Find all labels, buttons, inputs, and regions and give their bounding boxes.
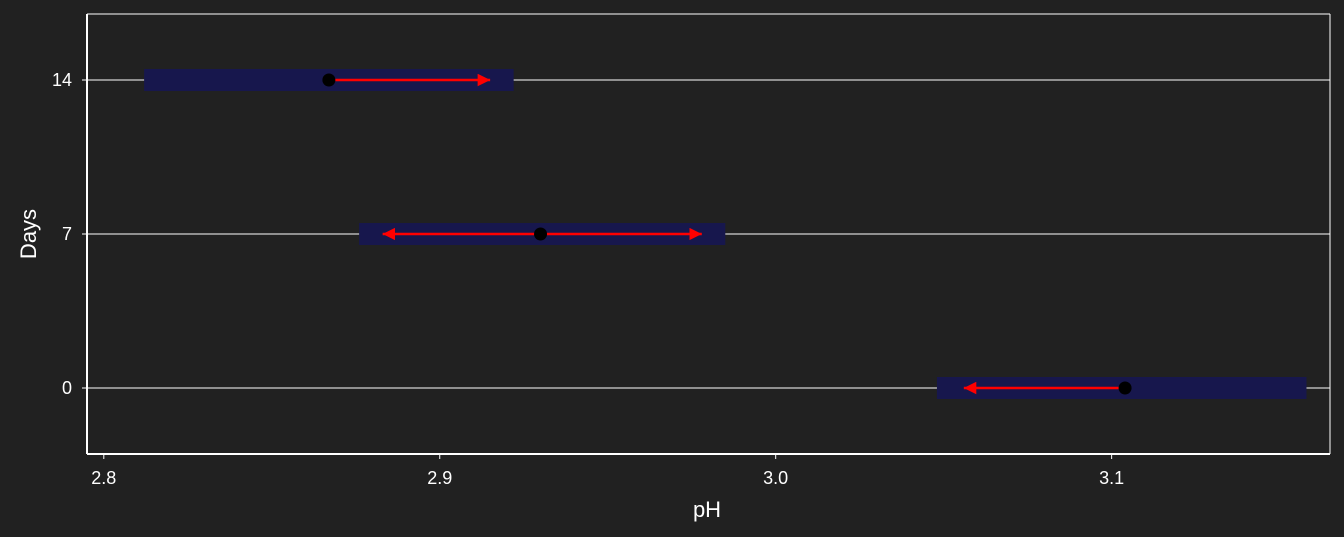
x-tick-label-2.8: 2.8 [91, 468, 116, 488]
point-day-14 [322, 73, 336, 87]
point-day-7 [534, 227, 548, 241]
x-tick-label-2.9: 2.9 [427, 468, 452, 488]
y-axis-label: Days [16, 209, 41, 259]
x-axis-label: pH [693, 497, 721, 522]
x-axis-ticks: 2.8 2.9 3.0 3.1 [91, 454, 1124, 488]
arrows [328, 73, 1126, 395]
x-tick-label-3.0: 3.0 [763, 468, 788, 488]
y-axis-ticks: 0 7 14 [52, 70, 87, 398]
x-tick-label-3.1: 3.1 [1099, 468, 1124, 488]
y-tick-label-14: 14 [52, 70, 72, 90]
y-tick-label-7: 7 [62, 224, 72, 244]
y-tick-label-0: 0 [62, 378, 72, 398]
point-day-0 [1118, 381, 1132, 395]
points [322, 73, 1132, 395]
